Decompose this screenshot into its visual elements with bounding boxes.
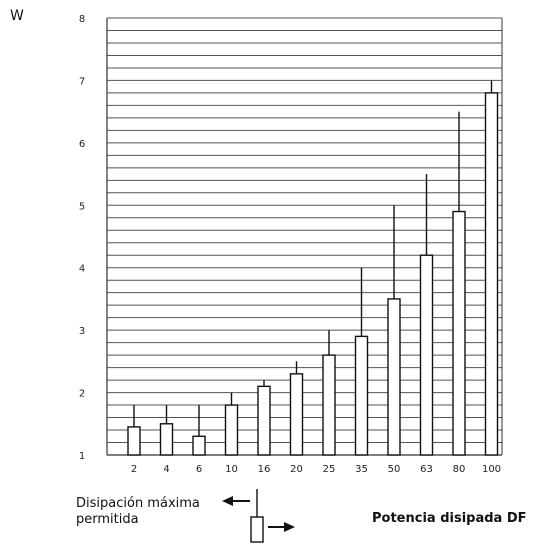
y-tick-label: 2 [79, 389, 85, 400]
y-tick-label: 7 [79, 76, 85, 87]
power-bar [257, 385, 271, 456]
x-tick-label: 4 [163, 464, 169, 475]
x-tick-label: 10 [225, 464, 238, 475]
power-bar [192, 435, 206, 456]
x-tick-labels: 2 4 6 10 16 20 25 35 50 63 80 100 [131, 464, 501, 475]
legend-dissipated-power-label: Potencia disipada DF [372, 511, 527, 526]
x-tick-label: 35 [355, 464, 368, 475]
chart-axes [106, 18, 503, 456]
x-tick-label: 20 [290, 464, 303, 475]
power-bar [387, 298, 401, 456]
x-tick-label: 100 [482, 464, 501, 475]
power-bar [159, 423, 174, 456]
power-bar [127, 426, 141, 456]
power-bar [224, 404, 239, 456]
legend-graphic [222, 489, 295, 543]
x-tick-label: 25 [323, 464, 336, 475]
chart-bars [127, 80, 499, 456]
y-tick-label: 1 [79, 451, 85, 462]
legend-left-arrow-head [222, 496, 233, 506]
y-tick-label: 3 [79, 326, 85, 337]
legend-max-dissipation-label: Disipación máxima permitida [76, 496, 200, 528]
y-tick-label: 4 [79, 264, 85, 275]
legend-max-dissipation-text: Disipación máxima permitida [76, 496, 200, 527]
y-tick-label: 5 [79, 201, 85, 212]
y-axis-unit: W [10, 8, 24, 24]
legend-bar-symbol [250, 516, 264, 543]
y-tick-label: 6 [79, 139, 85, 150]
y-tick-labels: 1 2 3 4 5 6 7 8 [79, 14, 85, 462]
x-tick-label: 6 [196, 464, 202, 475]
x-tick-label: 63 [420, 464, 433, 475]
power-bar [419, 254, 434, 456]
legend-right-arrow-head [284, 522, 295, 532]
x-tick-label: 16 [258, 464, 271, 475]
power-bar [354, 335, 369, 456]
x-tick-label: 80 [453, 464, 466, 475]
power-bar [452, 210, 466, 456]
x-tick-label: 2 [131, 464, 137, 475]
chart-grid [107, 17, 502, 456]
y-tick-label: 8 [79, 14, 85, 25]
x-tick-label: 50 [388, 464, 401, 475]
power-bar [484, 92, 499, 456]
power-bar [322, 354, 336, 456]
power-bar [289, 373, 304, 456]
